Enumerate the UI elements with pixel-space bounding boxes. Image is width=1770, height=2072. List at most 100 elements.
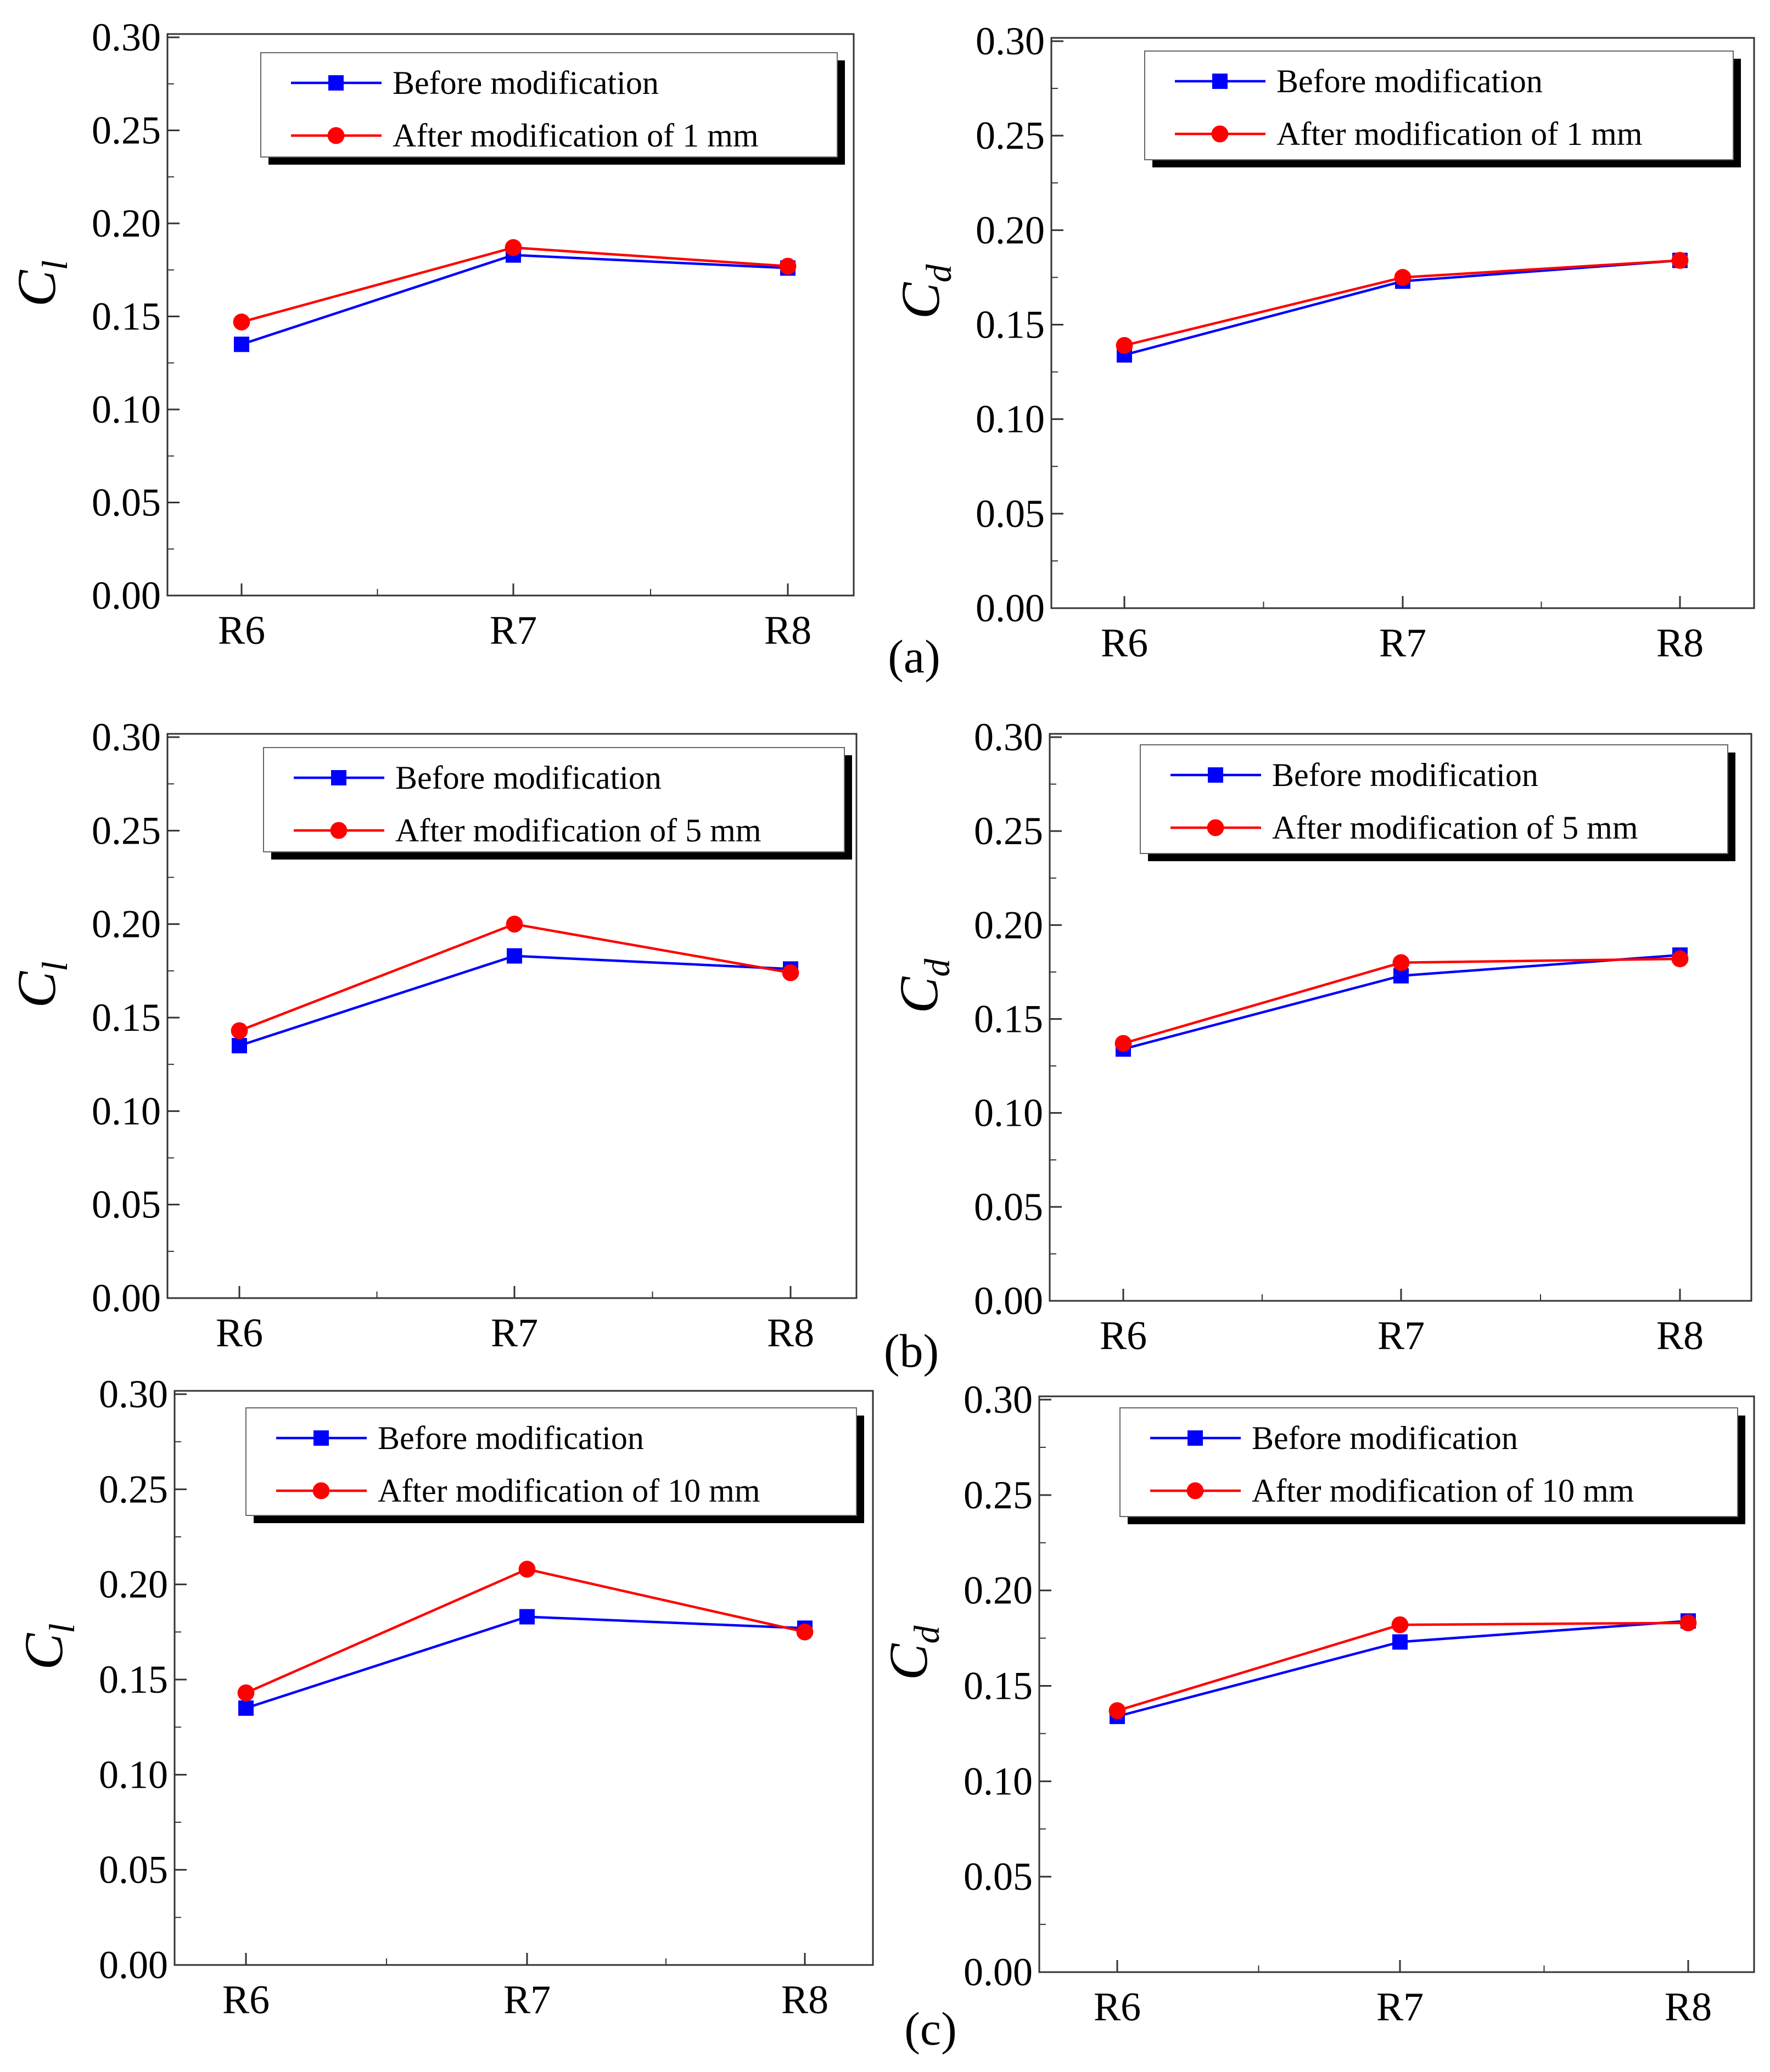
- legend-label: After modification of 1 mm: [393, 117, 759, 154]
- y-axis-label: Cd: [888, 958, 957, 1014]
- x-tick-label: R8: [767, 1311, 814, 1356]
- y-axis-label: Cd: [890, 264, 959, 319]
- legend-label: Before modification: [1272, 757, 1538, 793]
- y-tick-label: 0.00: [92, 1276, 161, 1320]
- panel-label-a: (a): [888, 630, 940, 683]
- y-tick-label: 0.00: [92, 574, 161, 617]
- plot-frame: [1038, 1395, 1755, 1973]
- data-point: [1394, 269, 1411, 286]
- data-point: [1116, 336, 1133, 354]
- legend-label: After modification of 10 mm: [378, 1473, 760, 1509]
- y-tick-label: 0.15: [92, 295, 161, 339]
- y-axis-label-sub: d: [917, 958, 957, 977]
- y-tick-label: 0.05: [92, 1183, 161, 1227]
- y-tick-label: 0.05: [976, 492, 1045, 536]
- y-axis-label: Cd: [878, 1625, 947, 1681]
- legend-label: Before modification: [1252, 1420, 1518, 1456]
- data-point: [519, 1609, 535, 1625]
- legend-swatch-marker: [1212, 74, 1228, 89]
- plot-frame: [166, 33, 855, 597]
- x-tick-label: R7: [491, 1311, 538, 1356]
- y-axis-label: Cl: [13, 1623, 82, 1670]
- y-tick-label: 0.25: [92, 109, 161, 153]
- data-point: [233, 313, 250, 331]
- x-tick-label: R7: [503, 1978, 551, 2023]
- y-axis-label-sub: d: [919, 264, 959, 283]
- legend-label: Before modification: [395, 760, 662, 796]
- series-line: [245, 1615, 805, 1710]
- y-tick-label: 0.30: [99, 1372, 168, 1416]
- plot-frame: [173, 1390, 874, 1966]
- data-point: [1114, 1035, 1132, 1052]
- x-tick-label: R6: [218, 608, 265, 653]
- chart-a-right: 0.00 0.05 0.10 0.15 0.20 0.25 0.30 R6 R7 R8 Cd Befo…: [890, 19, 1755, 666]
- x-tick-label: R6: [222, 1978, 270, 2023]
- y-tick-label: 0.25: [974, 809, 1043, 853]
- data-point: [232, 1038, 247, 1054]
- x-tick-label: R8: [1665, 1985, 1712, 2030]
- data-point: [1392, 954, 1410, 972]
- chart-b-left: 0.00 0.05 0.10 0.15 0.20 0.25 0.30 R6 R7 R8 Cl Befo…: [6, 715, 858, 1356]
- x-tick-label: R8: [781, 1978, 828, 2023]
- legend-swatch-marker: [1186, 1482, 1204, 1500]
- legend-swatch-marker: [327, 127, 345, 144]
- x-tick-label: R8: [1656, 621, 1704, 666]
- legend-swatch-marker: [1208, 767, 1223, 783]
- y-tick-label: 0.30: [964, 1378, 1033, 1422]
- series-line: [239, 923, 791, 1032]
- y-tick-label: 0.25: [964, 1473, 1033, 1517]
- legend-swatch-marker: [328, 75, 344, 91]
- chart-c-right: 0.00 0.05 0.10 0.15 0.20 0.25 0.30 R6 R7 R8 Cd Befo…: [878, 1378, 1755, 2030]
- y-tick-label: 0.00: [964, 1950, 1033, 1994]
- series-line: [245, 1568, 805, 1694]
- legend-label: After modification of 5 mm: [395, 812, 761, 849]
- series-line: [239, 954, 791, 1047]
- data-point: [1671, 950, 1689, 968]
- data-point: [1679, 1614, 1697, 1632]
- y-tick-label: 0.15: [99, 1658, 168, 1702]
- data-point: [234, 336, 249, 352]
- legend-swatch-marker: [312, 1482, 330, 1500]
- y-axis-label: Cl: [6, 260, 75, 307]
- data-point: [507, 948, 522, 964]
- data-point: [231, 1022, 248, 1040]
- y-tick-label: 0.10: [976, 397, 1045, 441]
- y-tick-label: 0.30: [976, 19, 1045, 63]
- y-tick-label: 0.20: [92, 201, 161, 245]
- y-axis-label-sub: l: [35, 260, 75, 270]
- data-point: [1671, 252, 1689, 269]
- x-tick-label: R7: [1376, 1985, 1424, 2030]
- y-tick-label: 0.20: [974, 903, 1043, 947]
- data-point: [1392, 1634, 1408, 1650]
- x-tick-label: R7: [1379, 621, 1426, 666]
- y-tick-label: 0.10: [92, 1089, 161, 1133]
- data-point: [518, 1560, 536, 1578]
- panel-label-b: (b): [884, 1324, 939, 1377]
- y-tick-label: 0.05: [974, 1185, 1043, 1229]
- legend-box: [1140, 744, 1728, 854]
- y-tick-label: 0.30: [92, 15, 161, 59]
- y-tick-label: 0.10: [964, 1759, 1033, 1803]
- y-tick-label: 0.15: [974, 997, 1043, 1041]
- x-tick-label: R6: [1094, 1985, 1141, 2030]
- y-tick-label: 0.15: [964, 1664, 1033, 1708]
- y-axis-label-main: C: [6, 269, 67, 307]
- x-tick-label: R8: [1656, 1313, 1704, 1358]
- y-tick-label: 0.25: [92, 808, 161, 852]
- data-point: [506, 916, 523, 933]
- y-tick-label: 0.25: [976, 114, 1045, 158]
- y-axis-label-sub: l: [42, 1623, 82, 1633]
- legend-box: [1144, 50, 1734, 160]
- data-point: [505, 239, 522, 256]
- data-point: [238, 1700, 254, 1716]
- legend-swatch-marker: [1207, 819, 1224, 836]
- y-tick-label: 0.15: [92, 996, 161, 1040]
- legend-label: Before modification: [1276, 63, 1543, 99]
- data-point: [782, 964, 799, 981]
- data-point: [1391, 1616, 1409, 1633]
- y-tick-label: 0.00: [974, 1279, 1043, 1323]
- y-tick-label: 0.00: [99, 1943, 168, 1987]
- legend-label: After modification of 5 mm: [1272, 810, 1638, 846]
- y-tick-label: 0.05: [92, 481, 161, 525]
